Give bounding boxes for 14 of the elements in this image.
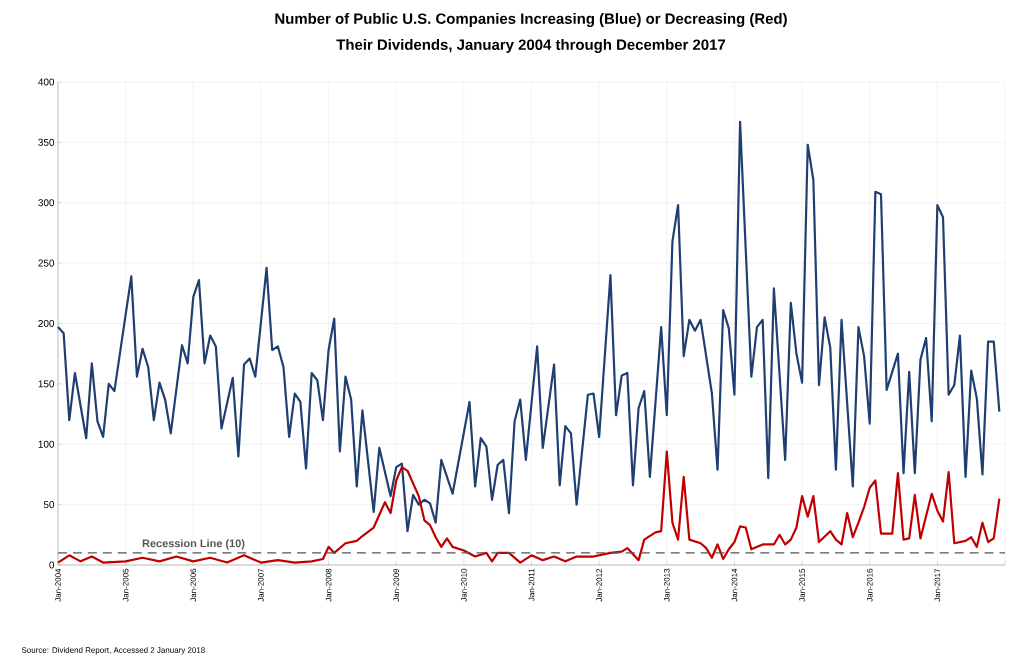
chart-title: Number of Public U.S. Companies Increasing (Blue) or Decreasing (Red) xyxy=(275,12,787,27)
y-tick-label: 250 xyxy=(38,259,55,267)
y-tick-label: 400 xyxy=(38,78,55,86)
y-tick-label: 350 xyxy=(38,138,55,146)
y-tick-label: 300 xyxy=(38,199,55,207)
y-tick-label: 100 xyxy=(38,440,55,448)
y-tick-label: 0 xyxy=(49,561,55,569)
line-series xyxy=(56,450,1001,564)
ref-line-label: Recession Line (10) xyxy=(142,539,245,550)
line-series xyxy=(56,120,1001,533)
y-tick-label: 150 xyxy=(38,380,55,388)
y-tick-label: 50 xyxy=(43,501,55,509)
y-tick-label: 200 xyxy=(38,319,55,328)
chart-subtitle: Their Dividends, January 2004 through December 2017 xyxy=(336,38,726,53)
